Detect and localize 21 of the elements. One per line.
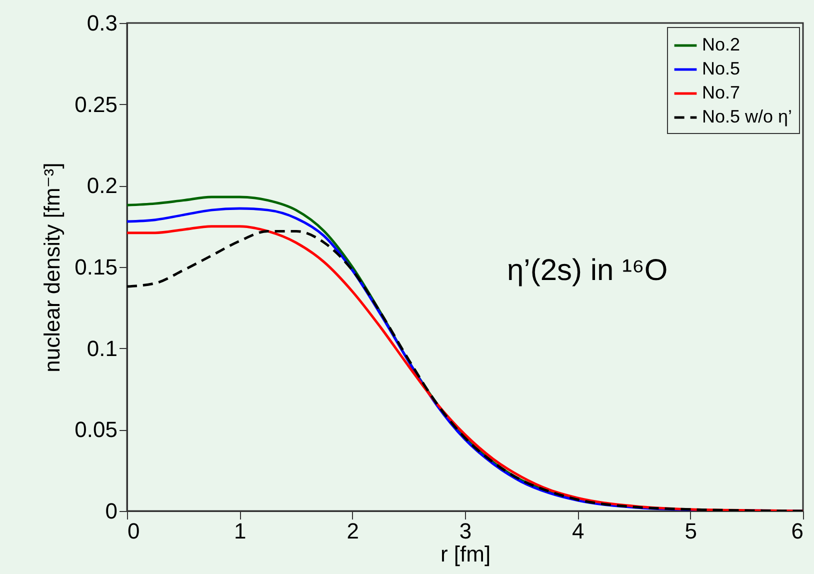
y-tick-label: 0.25: [74, 92, 118, 117]
x-tick-label: 0: [128, 518, 140, 544]
y-tick-label: 0: [105, 498, 118, 524]
y-tick-label: 0.05: [74, 417, 118, 442]
x-tick-label: 6: [791, 518, 804, 544]
y-tick-label: 0.3: [86, 10, 118, 36]
x-tick-label: 4: [572, 518, 584, 544]
legend-label: No.5: [702, 58, 740, 78]
x-tick-label: 2: [346, 518, 359, 544]
y-tick-label: 0.15: [74, 254, 118, 280]
annotation: η’(2s) in ¹⁶O: [507, 254, 668, 287]
x-axis-title: r [fm]: [440, 542, 491, 566]
y-axis-title: nuclear density [fm⁻³]: [40, 162, 65, 372]
legend-label: No.7: [702, 82, 740, 102]
y-tick-label: 0.2: [86, 173, 118, 198]
x-tick-label: 5: [684, 518, 697, 544]
legend-label: No.5 w/o η’: [702, 106, 792, 126]
x-tick-label: 1: [234, 518, 246, 544]
y-tick-label: 0.1: [86, 336, 118, 361]
legend-label: No.2: [702, 34, 740, 54]
x-tick-label: 3: [459, 518, 472, 544]
